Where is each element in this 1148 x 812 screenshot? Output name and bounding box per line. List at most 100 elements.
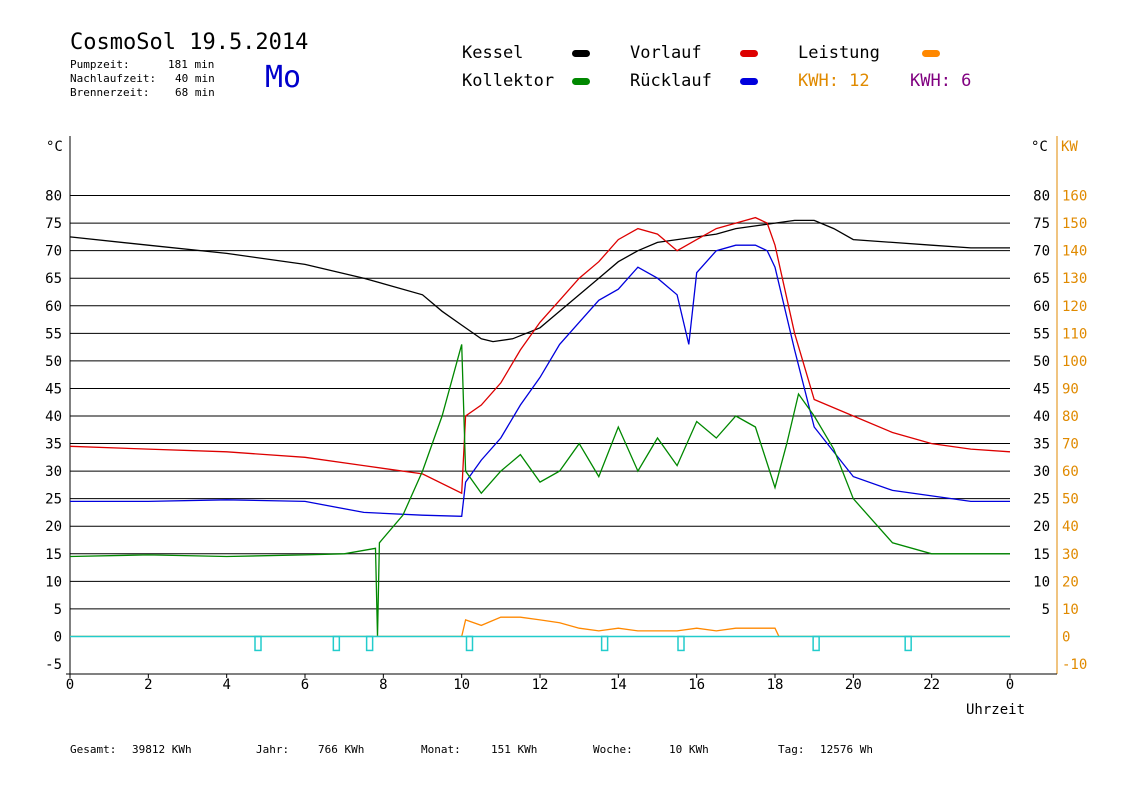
x-axis-label: Uhrzeit xyxy=(966,702,1026,718)
footer-gesamt-value: 39812 KWh xyxy=(132,743,192,756)
pump-marker xyxy=(254,635,262,652)
y-tick-right-temp: 15 xyxy=(1033,547,1050,563)
stat-pumpzeit-label: Pumpzeit: xyxy=(70,58,130,71)
legend-kollektor-label: Kollektor xyxy=(462,71,555,91)
footer-monat-label: Monat: xyxy=(421,743,461,756)
pump-marker xyxy=(677,635,685,652)
series-line-leistung xyxy=(70,616,1010,638)
stat-brennerzeit-value: 68 min xyxy=(175,86,215,99)
y-tick-right-power: 130 xyxy=(1062,271,1087,287)
y-tick-right-power: 10 xyxy=(1062,602,1079,618)
y-tick-left: 45 xyxy=(45,381,62,397)
x-tick-label: 18 xyxy=(767,677,784,693)
x-tick-label: 0 xyxy=(1006,677,1014,693)
legend-kwh-orange: KWH: 12 xyxy=(798,71,870,91)
y-tick-left: 60 xyxy=(45,299,62,315)
footer-woche-label: Woche: xyxy=(593,743,633,756)
y-tick-left: 40 xyxy=(45,409,62,425)
y-axis-right-temp-unit: °C xyxy=(1031,139,1048,155)
x-tick-label: 22 xyxy=(923,677,940,693)
legend-leistung-label: Leistung xyxy=(798,43,880,63)
y-tick-right-temp: 75 xyxy=(1033,216,1050,232)
y-tick-right-power: 110 xyxy=(1062,326,1087,342)
legend-ruecklauf-swatch xyxy=(740,78,758,85)
weekday-label: Mo xyxy=(265,60,302,95)
y-tick-left: 70 xyxy=(45,244,62,260)
footer-tag-label: Tag: xyxy=(778,743,805,756)
y-tick-right-power: 50 xyxy=(1062,492,1079,508)
x-tick-label: 0 xyxy=(66,677,74,693)
y-tick-right-temp: 10 xyxy=(1033,574,1050,590)
y-tick-right-temp: 35 xyxy=(1033,437,1050,453)
grid-lines xyxy=(66,136,1058,675)
x-tick-label: 8 xyxy=(379,677,387,693)
y-tick-right-temp: 5 xyxy=(1042,602,1050,618)
y-tick-right-power: 80 xyxy=(1062,409,1079,425)
y-tick-right-power: 150 xyxy=(1062,216,1087,232)
y-tick-right-temp: 30 xyxy=(1033,464,1050,480)
y-tick-left: -5 xyxy=(45,657,62,673)
legend-leistung-swatch xyxy=(922,50,940,57)
chart-title: CosmoSol 19.5.2014 xyxy=(70,30,309,55)
axis-ticks: 80757065605550454035302520151050-5807570… xyxy=(45,189,1087,693)
y-tick-right-temp: 65 xyxy=(1033,271,1050,287)
pump-marker xyxy=(600,635,609,652)
x-tick-label: 4 xyxy=(222,677,230,693)
series-line-vorlauf xyxy=(69,216,1011,495)
pump-markers xyxy=(70,635,1010,652)
legend-vorlauf-label: Vorlauf xyxy=(630,43,702,63)
y-tick-left: 75 xyxy=(45,216,62,232)
y-tick-right-temp: 80 xyxy=(1033,189,1050,205)
legend-kessel-label: Kessel xyxy=(462,43,524,63)
footer-tag-value: 12576 Wh xyxy=(820,743,873,756)
y-tick-right-temp: 60 xyxy=(1033,299,1050,315)
legend-vorlauf-swatch xyxy=(740,50,758,57)
y-axis-right-power-unit: KW xyxy=(1061,139,1078,155)
y-tick-left: 80 xyxy=(45,189,62,205)
footer-gesamt-label: Gesamt: xyxy=(70,743,117,756)
pump-marker xyxy=(365,635,374,652)
y-tick-left: 55 xyxy=(45,326,62,342)
y-tick-right-power: 140 xyxy=(1062,244,1087,260)
y-tick-right-power: 20 xyxy=(1062,574,1079,590)
stat-nachlaufzeit-value: 40 min xyxy=(175,72,215,85)
x-tick-label: 14 xyxy=(610,677,627,693)
x-tick-label: 12 xyxy=(532,677,549,693)
legend-kwh-purple: KWH: 6 xyxy=(910,71,972,91)
y-tick-right-power: 100 xyxy=(1062,354,1087,370)
y-tick-left: 30 xyxy=(45,464,62,480)
y-tick-right-power: 40 xyxy=(1062,519,1079,535)
y-tick-left: 15 xyxy=(45,547,62,563)
x-tick-label: 16 xyxy=(688,677,705,693)
y-tick-left: 65 xyxy=(45,271,62,287)
x-tick-label: 20 xyxy=(845,677,862,693)
x-tick-label: 6 xyxy=(301,677,309,693)
series-line-rcklauf xyxy=(70,244,1010,517)
footer-jahr-value: 766 KWh xyxy=(318,743,365,756)
stat-pumpzeit-value: 181 min xyxy=(168,58,215,71)
stat-nachlaufzeit-label: Nachlaufzeit: xyxy=(70,72,157,85)
y-tick-left: 10 xyxy=(45,574,62,590)
footer-monat-value: 151 KWh xyxy=(491,743,538,756)
y-tick-right-temp: 25 xyxy=(1033,492,1050,508)
y-tick-right-temp: 70 xyxy=(1033,244,1050,260)
x-tick-label: 10 xyxy=(453,677,470,693)
footer-jahr-label: Jahr: xyxy=(256,743,290,756)
stat-brennerzeit-label: Brennerzeit: xyxy=(70,86,150,99)
y-tick-right-power: 160 xyxy=(1062,189,1087,205)
y-tick-right-power: -10 xyxy=(1062,657,1087,673)
legend-kessel-swatch xyxy=(572,50,590,57)
y-axis-left-unit: °C xyxy=(46,139,63,155)
y-tick-right-power: 70 xyxy=(1062,437,1079,453)
y-tick-left: 35 xyxy=(45,437,62,453)
y-tick-left: 50 xyxy=(45,354,62,370)
y-tick-right-power: 60 xyxy=(1062,464,1079,480)
y-tick-left: 20 xyxy=(45,519,62,535)
y-tick-right-temp: 50 xyxy=(1033,354,1050,370)
legend-ruecklauf-label: Rücklauf xyxy=(630,71,712,91)
y-tick-left: 0 xyxy=(54,629,62,645)
y-tick-right-power: 30 xyxy=(1062,547,1079,563)
footer-woche-value: 10 KWh xyxy=(669,743,709,756)
pump-marker xyxy=(904,635,912,652)
